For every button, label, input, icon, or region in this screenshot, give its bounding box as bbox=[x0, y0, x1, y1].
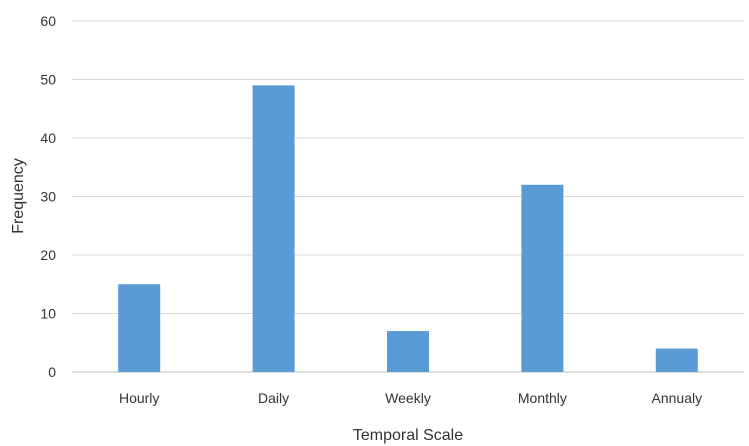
y-tick-label: 50 bbox=[40, 72, 56, 88]
y-tick-label: 30 bbox=[40, 189, 56, 205]
y-tick-label: 40 bbox=[40, 130, 56, 146]
y-axis-tick-labels: 0 10 20 30 40 50 60 bbox=[40, 13, 56, 380]
y-tick-label: 60 bbox=[40, 13, 56, 29]
x-tick-label-monthly: Monthly bbox=[518, 390, 567, 406]
bar-daily bbox=[252, 85, 295, 372]
x-tick-label-daily: Daily bbox=[258, 390, 289, 406]
bars bbox=[118, 85, 698, 372]
y-tick-label: 10 bbox=[40, 306, 56, 322]
x-tick-label-annualy: Annualy bbox=[652, 390, 703, 406]
y-tick-label: 0 bbox=[48, 364, 56, 380]
bar-annualy bbox=[655, 348, 698, 372]
bar-monthly bbox=[521, 184, 564, 372]
bar-hourly bbox=[118, 284, 161, 372]
y-axis-title: Frequency bbox=[10, 158, 27, 234]
x-tick-label-weekly: Weekly bbox=[385, 390, 431, 406]
bar-weekly bbox=[387, 331, 429, 372]
y-tick-label: 20 bbox=[40, 247, 56, 263]
gridlines bbox=[72, 20, 744, 373]
x-axis-tick-labels: Hourly Daily Weekly Monthly Annualy bbox=[119, 390, 702, 406]
x-axis-title: Temporal Scale bbox=[353, 427, 463, 444]
x-tick-label-hourly: Hourly bbox=[119, 390, 159, 406]
